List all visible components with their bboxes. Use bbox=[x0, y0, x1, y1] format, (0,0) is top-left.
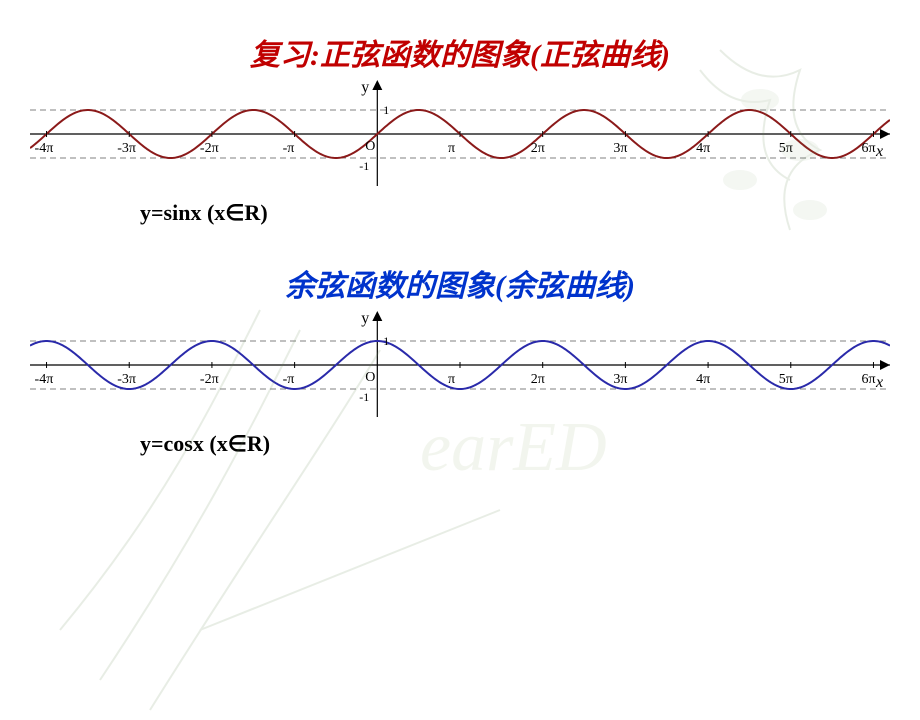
x-tick-label: 2π bbox=[531, 141, 545, 156]
x-tick-label: -2π bbox=[200, 372, 219, 387]
x-tick-label: 4π bbox=[696, 372, 710, 387]
svg-text:1: 1 bbox=[383, 334, 389, 348]
x-tick-label: 6π bbox=[861, 372, 875, 387]
x-tick-label: 3π bbox=[613, 372, 627, 387]
sine-chart: O 1 -1 y x -4π -3π -2π -π π 2π 3π 4π 5π 6π bbox=[30, 74, 890, 194]
svg-text:-1: -1 bbox=[359, 159, 369, 173]
x-tick-label: -4π bbox=[35, 141, 54, 156]
sine-function-label: y=sinx (x∈R) bbox=[140, 200, 920, 226]
svg-text:1: 1 bbox=[383, 103, 389, 117]
origin-label: O bbox=[365, 139, 375, 154]
svg-text:x: x bbox=[875, 374, 883, 391]
x-tick-label: -4π bbox=[35, 372, 54, 387]
x-tick-label: 3π bbox=[613, 141, 627, 156]
origin-label: O bbox=[365, 370, 375, 385]
sine-title: 复习:正弦函数的图象(正弦曲线) bbox=[0, 30, 920, 74]
cosine-function-label: y=cosx (x∈R) bbox=[140, 431, 920, 457]
x-tick-label: -2π bbox=[200, 141, 219, 156]
x-tick-label: π bbox=[448, 372, 455, 387]
x-tick-label: 4π bbox=[696, 141, 710, 156]
x-tick-label: -3π bbox=[117, 372, 136, 387]
svg-text:y: y bbox=[361, 79, 369, 96]
svg-text:y: y bbox=[361, 310, 369, 327]
x-tick-label: π bbox=[448, 141, 455, 156]
x-tick-label: 6π bbox=[861, 141, 875, 156]
svg-text:-1: -1 bbox=[359, 390, 369, 404]
cosine-chart: O 1 -1 y x -4π -3π -2π -π π 2π 3π 4π 5π 6π bbox=[30, 305, 890, 425]
x-tick-label: 2π bbox=[531, 372, 545, 387]
svg-text:x: x bbox=[875, 143, 883, 160]
cosine-title: 余弦函数的图象(余弦曲线) bbox=[0, 261, 920, 305]
x-tick-label: 5π bbox=[779, 141, 793, 156]
x-tick-label: -π bbox=[283, 372, 295, 387]
x-tick-label: 5π bbox=[779, 372, 793, 387]
x-tick-label: -π bbox=[283, 141, 295, 156]
x-tick-label: -3π bbox=[117, 141, 136, 156]
